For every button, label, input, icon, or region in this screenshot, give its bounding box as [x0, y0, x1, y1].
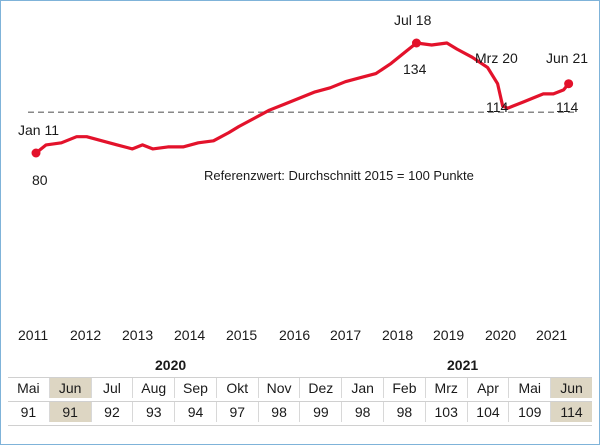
reference-label: Referenzwert: Durchschnitt 2015 = 100 Pu…: [204, 168, 474, 183]
table-month-cell: Nov: [257, 378, 300, 398]
annotation-label-0: Jan 11: [18, 122, 59, 138]
table-value-cell: 104: [466, 402, 509, 422]
annotation-value-0: 80: [32, 172, 48, 188]
x-tick-label-2016: 2016: [279, 327, 310, 343]
table-month-row: Mai Jun Jul Aug Sep Okt Nov Dez Jan Feb Mrz Apr Mai J…: [8, 378, 592, 398]
table-year-label-2020: 2020: [155, 357, 187, 373]
table-value-cell: 109: [508, 402, 551, 422]
table-month-cell: Feb: [383, 378, 425, 398]
table-month-cell: Jul: [90, 378, 133, 398]
x-tick-label-2012: 2012: [70, 327, 101, 343]
table-year-label-2021: 2021: [447, 357, 479, 373]
x-tick-label-2013: 2013: [122, 327, 153, 343]
table-value-row: 91 91 92 93 94 97 98 99 98 98 103 104 109 114: [8, 402, 592, 422]
table-value-cell: 91: [8, 402, 49, 422]
x-tick-label-2015: 2015: [226, 327, 257, 343]
table-value-cell: 98: [383, 402, 425, 422]
table-value-cell: 99: [299, 402, 342, 422]
table-month-cell: Jun: [550, 378, 592, 398]
table-value-cell: 114: [550, 402, 592, 422]
table-value-cell: 98: [341, 402, 384, 422]
table-month-cell: Mai: [8, 378, 49, 398]
x-tick-label-2017: 2017: [330, 327, 361, 343]
table-month-cell: Dez: [299, 378, 342, 398]
x-tick-label-2018: 2018: [382, 327, 413, 343]
annotation-value-2: 114: [486, 99, 509, 115]
series-line: [34, 41, 571, 155]
table-value-cell: 92: [90, 402, 133, 422]
table-value-cell: 97: [215, 402, 258, 422]
x-tick-label-2019: 2019: [433, 327, 464, 343]
table-month-cell: Apr: [466, 378, 509, 398]
table-month-cell: Sep: [174, 378, 216, 398]
table-top-rule: [8, 377, 592, 378]
annotation-value-3: 114: [556, 99, 579, 115]
annotation-label-2: Mrz 20: [475, 50, 518, 66]
annotation-label-1: Jul 18: [394, 12, 432, 28]
annotation-label-3: Jun 21: [546, 50, 588, 66]
table-month-cell: Mrz: [424, 378, 467, 398]
table-bottom-rule: [8, 425, 592, 426]
table-value-cell: 103: [424, 402, 467, 422]
table-month-cell: Okt: [215, 378, 258, 398]
table-month-cell: Aug: [132, 378, 175, 398]
table-value-cell: 93: [132, 402, 175, 422]
annotation-value-1: 134: [403, 61, 427, 77]
x-tick-label-2020: 2020: [485, 327, 516, 343]
annotation-marker-0: [31, 148, 41, 158]
monthly-value-table: Mai Jun Jul Aug Sep Okt Nov Dez Jan Feb Mrz Apr Mai J…: [8, 378, 592, 422]
table-value-cell: 94: [174, 402, 216, 422]
table-month-cell: Mai: [508, 378, 551, 398]
annotation-marker-1: [411, 38, 421, 48]
table-value-cell: 98: [257, 402, 300, 422]
x-tick-label-2011: 2011: [18, 327, 48, 343]
table-month-cell: Jan: [341, 378, 384, 398]
table-mid-rule: [8, 401, 592, 402]
table-value-cell: 91: [48, 402, 91, 422]
table-month-cell: Jun: [48, 378, 91, 398]
annotation-marker-3: [564, 79, 574, 89]
x-tick-label-2021: 2021: [536, 327, 567, 343]
x-tick-label-2014: 2014: [174, 327, 205, 343]
